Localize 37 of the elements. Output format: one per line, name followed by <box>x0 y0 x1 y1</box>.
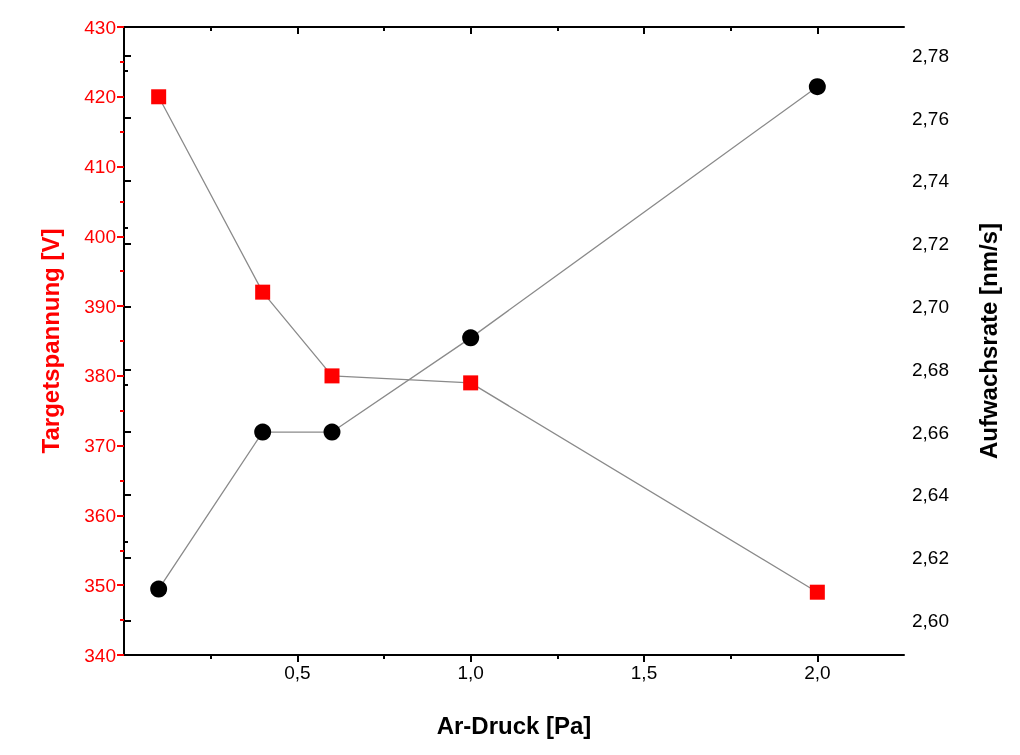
y-tick-label: 400 <box>84 225 116 247</box>
y2-tick-label: 2,66 <box>912 421 949 443</box>
y2-axis-title: Aufwachsrate [nm/s] <box>974 222 1002 460</box>
y-tick-label: 360 <box>84 504 116 526</box>
point <box>809 584 825 600</box>
point <box>255 284 271 300</box>
y-tick-label: 340 <box>84 644 116 666</box>
x-tick-label: 0,5 <box>284 662 311 683</box>
y2-tick-label: 2,78 <box>912 44 949 66</box>
y-tick-label: 410 <box>84 156 116 178</box>
y2-tick-label: 2,60 <box>912 609 949 631</box>
point <box>462 329 480 347</box>
point <box>463 375 479 391</box>
y2-tick-label: 2,62 <box>912 547 949 569</box>
point <box>151 89 167 105</box>
y2-tick-label: 2,70 <box>912 295 949 317</box>
point <box>324 368 340 384</box>
x-axis-title: Ar-Druck [Pa] <box>436 711 592 739</box>
point <box>808 78 826 96</box>
point <box>150 580 168 598</box>
y2-tick-label: 2,64 <box>912 484 950 506</box>
point <box>323 423 341 441</box>
y-tick-label: 350 <box>84 574 116 596</box>
y-tick-label: 430 <box>84 16 116 38</box>
y-tick-label: 420 <box>84 86 116 108</box>
y-tick-label: 380 <box>84 365 116 387</box>
y2-tick-label: 2,68 <box>912 358 949 380</box>
x-tick-label: 1,5 <box>630 662 658 683</box>
x-tick-label: 2,0 <box>804 662 831 683</box>
y-tick-label: 390 <box>84 295 116 317</box>
y2-tick-label: 2,76 <box>912 107 949 129</box>
y2-tick-label: 2,74 <box>912 170 950 192</box>
y2-tick-label: 2,72 <box>912 233 949 255</box>
y-tick-label: 370 <box>84 435 116 457</box>
point <box>254 423 272 441</box>
x-tick-label: 1,0 <box>457 662 484 683</box>
y-axis-title: Targetspannung [V] <box>36 228 64 454</box>
